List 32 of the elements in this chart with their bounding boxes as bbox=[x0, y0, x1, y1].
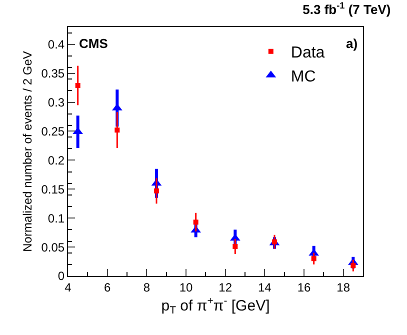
y-tick-label: 0.3 bbox=[48, 95, 65, 110]
point bbox=[75, 82, 80, 88]
point bbox=[350, 263, 356, 268]
y-tick-label: 0.15 bbox=[41, 182, 65, 196]
x-tick-label: 18 bbox=[336, 280, 350, 294]
x-axis-title: p$_{T}$ of π$^{+}$π$^{-}$ [GeV] bbox=[161, 295, 270, 317]
point bbox=[232, 244, 238, 249]
y-tick-label: 0.25 bbox=[41, 124, 65, 138]
point bbox=[311, 256, 316, 262]
y-tick-label: 0.4 bbox=[48, 38, 65, 52]
y-tick-label: 0.2 bbox=[48, 153, 65, 168]
x-tick-label: 6 bbox=[104, 280, 111, 294]
y-tick-label: 0.35 bbox=[41, 66, 65, 81]
point bbox=[114, 128, 120, 133]
x-tick-label: 14 bbox=[258, 280, 272, 294]
x-tick-label: 12 bbox=[218, 280, 232, 294]
legend-label: MC bbox=[290, 68, 316, 86]
x-tick-label: 4 bbox=[64, 280, 72, 294]
y-tick-label: 0.1 bbox=[48, 211, 65, 226]
y-tick-label: 0.05 bbox=[41, 240, 65, 254]
x-tick-label: 10 bbox=[179, 280, 193, 294]
legend-label: Data bbox=[290, 44, 325, 62]
annotation: a) bbox=[346, 36, 358, 51]
y-tick-label: 0 bbox=[58, 269, 65, 284]
x-tick-label: 8 bbox=[143, 280, 150, 294]
point bbox=[193, 220, 198, 225]
y-axis-title: Normalized number of events / 2 GeV bbox=[20, 51, 35, 252]
x-tick-label: 16 bbox=[297, 280, 311, 294]
point bbox=[154, 188, 159, 194]
point bbox=[272, 239, 277, 244]
chart-title: 5.3 fb$^{-1}$ (7 TeV) bbox=[302, 0, 391, 18]
annotation: CMS bbox=[79, 36, 108, 51]
